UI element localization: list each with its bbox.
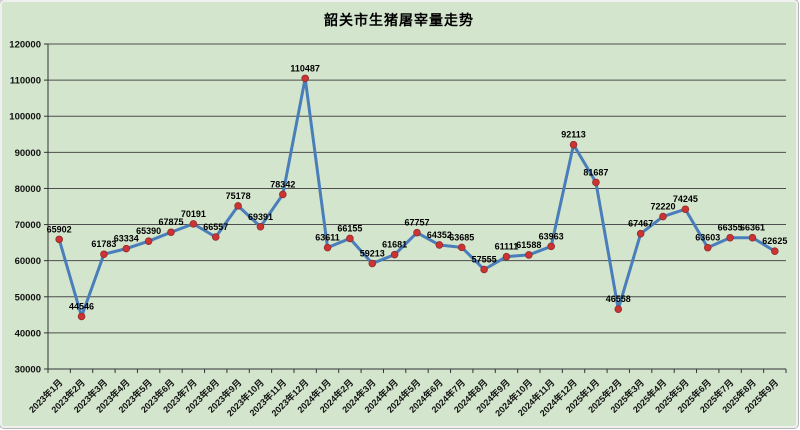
data-point xyxy=(636,229,645,238)
data-point xyxy=(457,243,466,252)
data-point xyxy=(748,233,757,242)
data-point-label: 74245 xyxy=(673,194,698,204)
y-axis-tick-label: 50000 xyxy=(15,292,41,303)
data-point-label: 65902 xyxy=(47,224,72,234)
data-point-label: 69391 xyxy=(248,212,273,222)
data-point-label: 61681 xyxy=(382,240,407,250)
y-axis-tick-label: 30000 xyxy=(15,365,41,376)
data-point xyxy=(368,259,377,268)
data-point-label: 75178 xyxy=(226,191,251,201)
data-point-label: 64352 xyxy=(427,230,452,240)
data-point-label: 46558 xyxy=(606,294,631,304)
data-point xyxy=(592,178,600,187)
data-point xyxy=(547,242,555,251)
line-chart: 30000 40000 50000 60000 70000 80000 90000 10000… xyxy=(9,40,787,419)
data-point xyxy=(703,243,712,252)
y-axis-tick-label: 40000 xyxy=(15,328,41,339)
data-point-label: 63963 xyxy=(539,231,564,241)
y-axis-tick-label: 100000 xyxy=(9,112,41,123)
data-point xyxy=(211,233,220,241)
data-point-label: 63685 xyxy=(449,232,474,242)
data-point xyxy=(144,237,153,245)
data-point xyxy=(167,228,175,237)
data-point-label: 66355 xyxy=(718,223,743,233)
y-axis-tick-label: 110000 xyxy=(10,76,41,87)
data-point-label: 63603 xyxy=(695,233,720,243)
data-point-label: 72220 xyxy=(650,202,675,212)
data-point-label: 110487 xyxy=(290,63,320,73)
y-axis-tick-label: 120000 xyxy=(9,40,41,51)
data-point xyxy=(55,235,63,244)
chart-title: 韶关市生猪屠宰量走势 xyxy=(324,12,474,28)
data-point xyxy=(502,252,511,261)
data-point xyxy=(771,247,779,255)
data-point-label: 67875 xyxy=(158,217,183,227)
data-point-label: 61783 xyxy=(91,239,116,249)
series-line xyxy=(57,76,777,318)
data-point xyxy=(234,202,242,210)
data-point xyxy=(346,234,354,243)
data-point xyxy=(659,212,667,221)
y-axis-tick-label: 60000 xyxy=(15,256,41,267)
data-point xyxy=(614,305,623,313)
data-point-label: 78342 xyxy=(270,179,295,189)
data-point-label: 61588 xyxy=(516,240,541,250)
data-point-label: 63334 xyxy=(114,234,139,244)
data-point xyxy=(279,190,287,199)
data-point-label: 67467 xyxy=(628,219,653,229)
data-point xyxy=(480,265,488,274)
data-point xyxy=(189,220,198,228)
data-point xyxy=(256,222,265,231)
data-point xyxy=(413,228,421,237)
data-point xyxy=(525,251,533,259)
data-point xyxy=(390,250,399,259)
data-point-label: 62625 xyxy=(762,236,787,246)
data-point xyxy=(323,243,332,252)
y-axis-tick-label: 80000 xyxy=(15,184,41,195)
data-point-label: 63611 xyxy=(315,233,340,243)
data-point-label: 65390 xyxy=(136,226,161,236)
data-point xyxy=(726,233,734,242)
data-point-label: 67757 xyxy=(404,218,429,228)
data-point xyxy=(569,140,578,149)
data-point-label: 66155 xyxy=(337,223,362,233)
data-point xyxy=(100,250,108,259)
data-point-label: 70191 xyxy=(181,209,206,219)
data-point xyxy=(122,244,131,253)
data-point-label: 59213 xyxy=(360,249,385,259)
data-point xyxy=(681,205,690,214)
y-axis-tick-label: 70000 xyxy=(15,220,41,231)
data-point-label: 61111 xyxy=(495,242,519,252)
data-point-label: 92113 xyxy=(561,130,586,140)
data-point xyxy=(301,74,309,83)
y-axis-tick-label: 90000 xyxy=(15,148,41,159)
data-point-label: 57555 xyxy=(472,254,497,264)
data-point xyxy=(435,241,444,249)
data-point-label: 81687 xyxy=(583,167,608,177)
data-point-label: 66557 xyxy=(203,222,228,232)
data-point-label: 44546 xyxy=(69,301,94,311)
data-point-label: 66361 xyxy=(740,223,765,233)
data-point xyxy=(77,312,86,321)
